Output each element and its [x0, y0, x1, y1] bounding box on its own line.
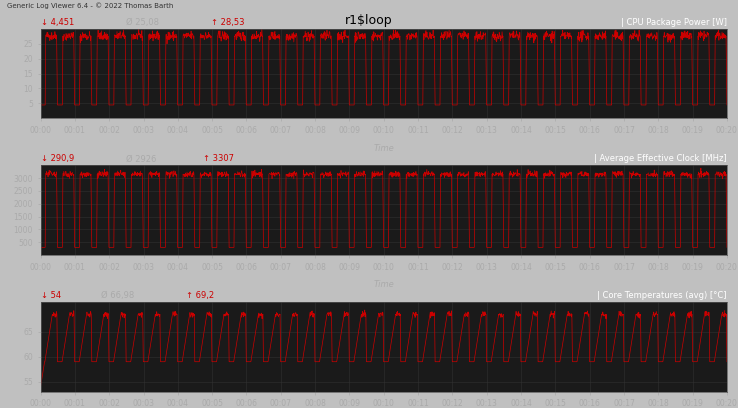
Text: | Average Effective Clock [MHz]: | Average Effective Clock [MHz]	[594, 154, 727, 163]
Text: | CPU Package Power [W]: | CPU Package Power [W]	[621, 18, 727, 27]
Text: Generic Log Viewer 6.4 - © 2022 Thomas Barth: Generic Log Viewer 6.4 - © 2022 Thomas B…	[7, 2, 173, 9]
X-axis label: Time: Time	[373, 144, 394, 153]
Text: ↑ 3307: ↑ 3307	[202, 154, 233, 163]
X-axis label: Time: Time	[373, 280, 394, 289]
Text: | Core Temperatures (avg) [°C]: | Core Temperatures (avg) [°C]	[598, 291, 727, 300]
Text: Ø 25,08: Ø 25,08	[125, 18, 167, 27]
Text: ↓ 290,9: ↓ 290,9	[41, 154, 82, 163]
Text: Ø 2926: Ø 2926	[125, 154, 164, 163]
Text: ↓ 54: ↓ 54	[41, 291, 69, 300]
Text: ↑ 28,53: ↑ 28,53	[211, 18, 244, 27]
Text: ↑ 69,2: ↑ 69,2	[186, 291, 214, 300]
Text: Ø 66,98: Ø 66,98	[101, 291, 142, 300]
Text: ↓ 4,451: ↓ 4,451	[41, 18, 82, 27]
Text: r1$loop: r1$loop	[345, 14, 393, 27]
